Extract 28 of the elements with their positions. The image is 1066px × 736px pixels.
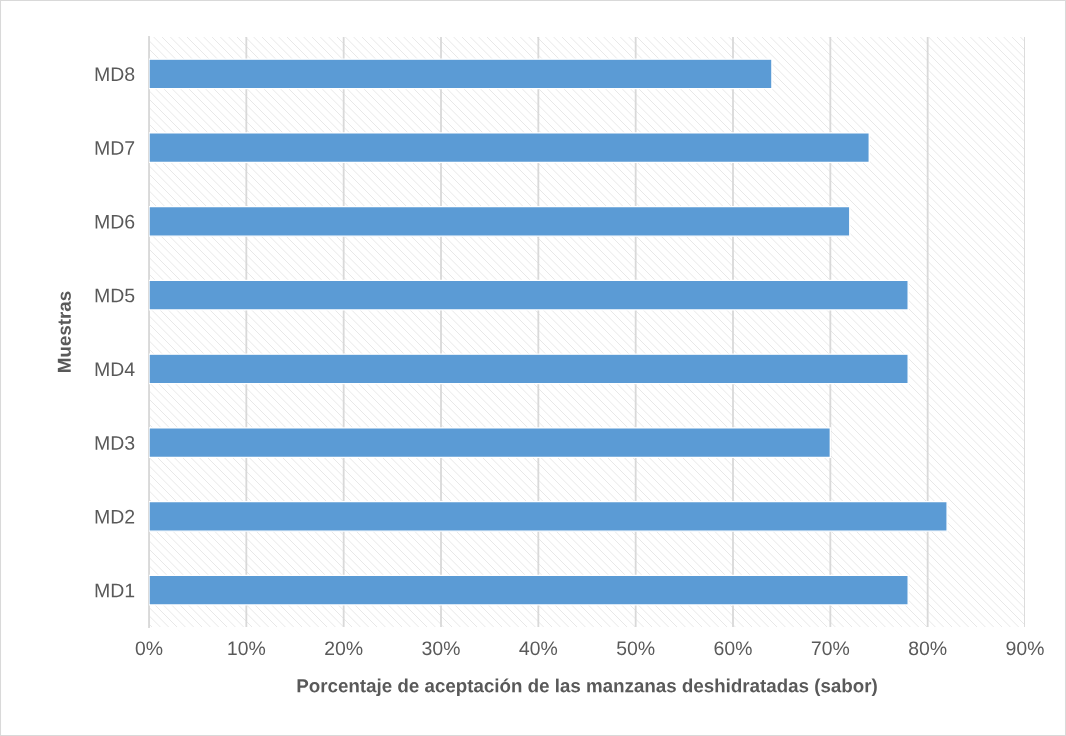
y-tick-label: MD8: [95, 67, 135, 82]
x-tick-label: 20%: [325, 641, 363, 656]
y-tick-label: MD6: [95, 214, 135, 229]
y-tick-label: MD2: [95, 509, 135, 524]
x-tick-label: 0%: [135, 641, 163, 656]
x-tick-label: 60%: [714, 641, 752, 656]
x-tick-label: 30%: [422, 641, 460, 656]
x-axis-title: Porcentaje de aceptación de las manzanas deshidratadas (sabor): [297, 678, 877, 697]
bar: [149, 58, 773, 90]
y-axis-title: Muestras: [57, 291, 71, 372]
y-tick-label: MD4: [95, 362, 135, 376]
bar: [149, 427, 832, 459]
x-tick-label: 10%: [228, 641, 266, 656]
y-tick-label: MD5: [95, 288, 135, 303]
x-tick-label: 40%: [519, 641, 558, 656]
bar: [149, 205, 851, 237]
bar: [149, 279, 909, 311]
y-tick-label: MD3: [95, 436, 135, 450]
bar: [149, 353, 909, 385]
x-tick-label: 90%: [1006, 641, 1044, 656]
bar: [149, 132, 870, 164]
bar: [149, 500, 948, 532]
x-tick-label: 50%: [616, 641, 655, 656]
y-tick-label: MD1: [95, 583, 135, 598]
x-tick-label: 80%: [909, 641, 947, 656]
x-tick-label: 70%: [811, 641, 850, 656]
bar: [149, 574, 909, 606]
y-tick-label: MD7: [95, 141, 135, 155]
